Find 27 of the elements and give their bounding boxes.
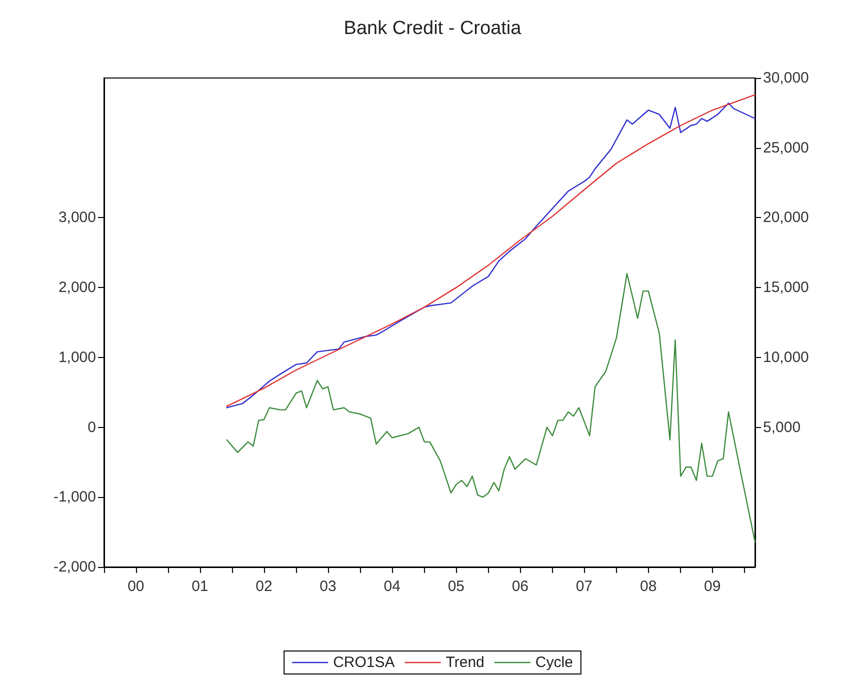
y-tick-label: 3,000	[58, 209, 96, 226]
x-tick-label: 03	[320, 578, 336, 595]
y2-tick-label: 20,000	[763, 209, 809, 226]
x-tick-label: 05	[448, 578, 464, 595]
x-tick-label: 01	[192, 578, 208, 595]
y-tick-label: -1,000	[53, 488, 96, 506]
x-tick-label: 02	[256, 578, 272, 595]
x-tick-label: 07	[576, 578, 593, 595]
x-tick-label: 08	[640, 578, 657, 595]
y2-tick-label: 15,000	[763, 279, 809, 296]
y2-tick-label: 25,000	[763, 139, 809, 156]
x-tick-label: 00	[128, 578, 144, 595]
y-tick-label: 0	[88, 418, 96, 436]
x-tick-label: 06	[512, 578, 529, 595]
legend-label: CRO1SA	[333, 654, 395, 671]
x-tick-label: 04	[384, 578, 400, 595]
y-tick-label: 2,000	[58, 279, 96, 296]
y2-tick-label: 10,000	[763, 348, 809, 366]
chart-title: Bank Credit - Croatia	[344, 18, 522, 39]
line-series	[226, 273, 756, 542]
legend-label: Trend	[446, 654, 484, 671]
y-tick-label: -2,000	[53, 558, 96, 576]
x-tick-label: 09	[704, 578, 721, 595]
legend-label: Cycle	[535, 654, 573, 671]
y2-tick-label: 30,000	[763, 70, 809, 86]
y-tick-label: 1,000	[58, 348, 96, 366]
y2-tick-label: 5,000	[763, 418, 801, 436]
